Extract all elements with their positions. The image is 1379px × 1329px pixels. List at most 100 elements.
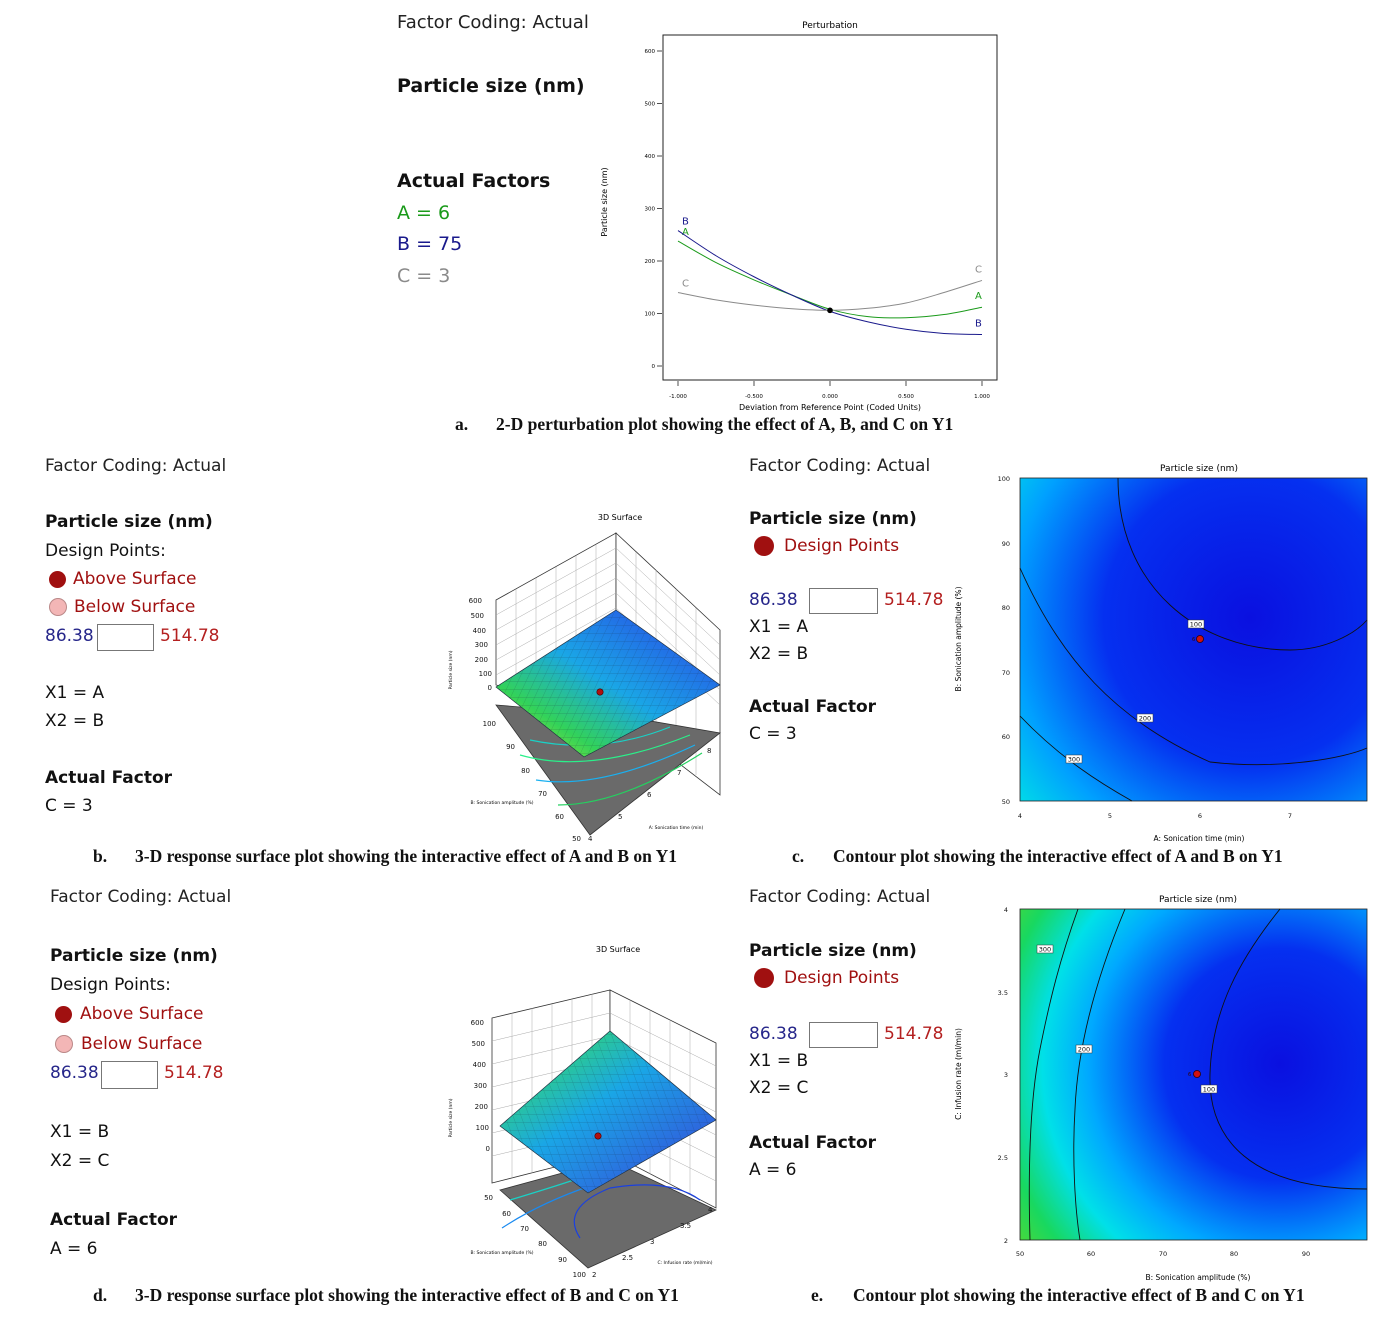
factor-c-value: C = 3	[397, 265, 451, 287]
y-axis-label: Particle size (nm)	[600, 167, 609, 236]
x-tick: 4	[588, 835, 593, 843]
design-point-marker	[596, 688, 604, 696]
caption-d-letter: d.	[93, 1285, 108, 1305]
color-scale-box	[101, 1061, 158, 1089]
floor-contours	[519, 726, 703, 806]
x-tick: 6	[1198, 812, 1202, 820]
actual-factor-label: Actual Factor	[749, 697, 877, 717]
response-label: Particle size (nm)	[749, 941, 917, 961]
series-label-end: A	[975, 291, 982, 302]
design-points-label: Design Points	[784, 536, 900, 556]
response-label: Particle size (nm)	[45, 512, 213, 532]
design-point-dot	[754, 968, 774, 988]
y-tick-label: 0	[652, 364, 656, 370]
y-tick: 60	[555, 813, 564, 821]
design-points-label: Design Points	[784, 968, 900, 988]
x-tick: 70	[1159, 1250, 1167, 1258]
response-label: Particle size (nm)	[397, 75, 585, 97]
x1-assignment: X1 = A	[45, 683, 105, 703]
design-point-count: 6	[1192, 637, 1195, 643]
perturbation-chart: Perturbation 0 100 200 300 400 500 600 -1.000 -…	[600, 21, 998, 412]
y-tick: 50	[484, 1194, 493, 1202]
contour-label: 200	[1078, 1046, 1090, 1054]
contour-label: 300	[1068, 756, 1080, 764]
factor-b-value: B = 75	[397, 233, 463, 255]
y-tick-label: 300	[645, 207, 656, 213]
chart-title: Particle size (nm)	[1160, 464, 1238, 474]
x-axis-label: B: Sonication amplitude (%)	[1146, 1273, 1251, 1282]
x-tick-label: -1.000	[669, 394, 687, 400]
response-label: Particle size (nm)	[749, 509, 917, 529]
x-tick: 2	[592, 1271, 596, 1279]
y-tick: 90	[1002, 540, 1010, 548]
y-axis-label: B: Sonication amplitude (%)	[954, 586, 963, 691]
y-tick-label: 400	[645, 154, 656, 160]
contour-lines	[1019, 477, 1368, 802]
design-point-dot	[754, 536, 774, 556]
caption-a-letter: a.	[455, 414, 469, 434]
contour-label-box	[1036, 944, 1054, 954]
x-axis-label: A: Sonication time (min)	[1154, 834, 1245, 843]
caption-c-letter: c.	[792, 846, 805, 866]
series-line-b	[677, 230, 983, 335]
x-tick: 3	[650, 1238, 654, 1246]
color-scale-box	[97, 624, 154, 651]
x-tick-label: -0.500	[745, 394, 763, 400]
y-tick: 50	[1002, 798, 1010, 806]
design-point-marker	[594, 1132, 602, 1140]
legend-below-surface: Below Surface	[55, 1034, 202, 1054]
contour-plot-bc: Particle size (nm) 300 200 100 6 4 3.5 3…	[954, 895, 1368, 1282]
y-tick: 100	[998, 475, 1010, 483]
design-point-count: 6	[1188, 1072, 1191, 1078]
actual-factor-value: A = 6	[50, 1239, 98, 1259]
y-tick: 70	[520, 1225, 529, 1233]
x-axis-label: A: Sonication time (min)	[649, 825, 704, 831]
legend-above-surface: Above Surface	[49, 569, 197, 589]
y-tick-label: 200	[645, 259, 656, 265]
surface-plot-ab: 3D Surface 0 100 200 300 400 500 600 100…	[448, 513, 721, 843]
factor-coding-label: Factor Coding: Actual	[397, 12, 589, 33]
y-tick: 80	[538, 1240, 547, 1248]
z-tick: 200	[475, 1103, 488, 1111]
design-points-label: Design Points:	[45, 541, 166, 561]
x2-assignment: X2 = C	[50, 1151, 110, 1171]
contour-label: 100	[1203, 1086, 1215, 1094]
factor-coding-label: Factor Coding: Actual	[45, 456, 227, 476]
y-tick: 90	[506, 743, 515, 751]
z-tick: 300	[474, 1082, 487, 1090]
surface-mesh	[496, 610, 720, 757]
caption-b-letter: b.	[93, 846, 108, 866]
x-tick: 2.5	[622, 1254, 633, 1262]
actual-factor-label: Actual Factor	[749, 1133, 877, 1153]
color-scale-low: 86.38	[749, 590, 798, 610]
z-tick: 0	[486, 1145, 490, 1153]
x-tick: 4	[1018, 812, 1022, 820]
color-scale-high: 514.78	[884, 590, 944, 610]
color-scale-box	[809, 1022, 878, 1048]
contour-label-box	[1136, 713, 1154, 723]
y-tick: 90	[558, 1256, 567, 1264]
contour-label-box	[1065, 754, 1083, 764]
caption-c-text: Contour plot showing the interactive eff…	[833, 846, 1283, 866]
z-tick: 200	[475, 656, 488, 664]
contour-label-box	[1187, 619, 1205, 629]
design-points-label: Design Points:	[50, 975, 171, 995]
x-tick: 50	[1016, 1250, 1024, 1258]
below-surface-label: Below Surface	[81, 1034, 203, 1054]
x-axis-label: Deviation from Reference Point (Coded Un…	[739, 403, 921, 412]
x-tick: 3.5	[680, 1222, 691, 1230]
x-tick-label: 0.500	[898, 394, 914, 400]
surface-mesh	[500, 1031, 716, 1193]
z-tick: 300	[475, 641, 488, 649]
y-tick: 2	[1004, 1237, 1008, 1245]
x-tick: 6	[647, 791, 652, 799]
above-surface-label: Above Surface	[73, 569, 197, 589]
legend-design-points: Design Points	[754, 536, 899, 556]
x-tick: 8	[707, 747, 711, 755]
series-label-end: C	[975, 264, 982, 275]
z-tick: 600	[471, 1019, 484, 1027]
y-tick: 70	[1002, 669, 1010, 677]
x2-assignment: X2 = B	[45, 711, 105, 731]
below-surface-dot	[49, 598, 67, 616]
factor-coding-label: Factor Coding: Actual	[50, 887, 232, 907]
